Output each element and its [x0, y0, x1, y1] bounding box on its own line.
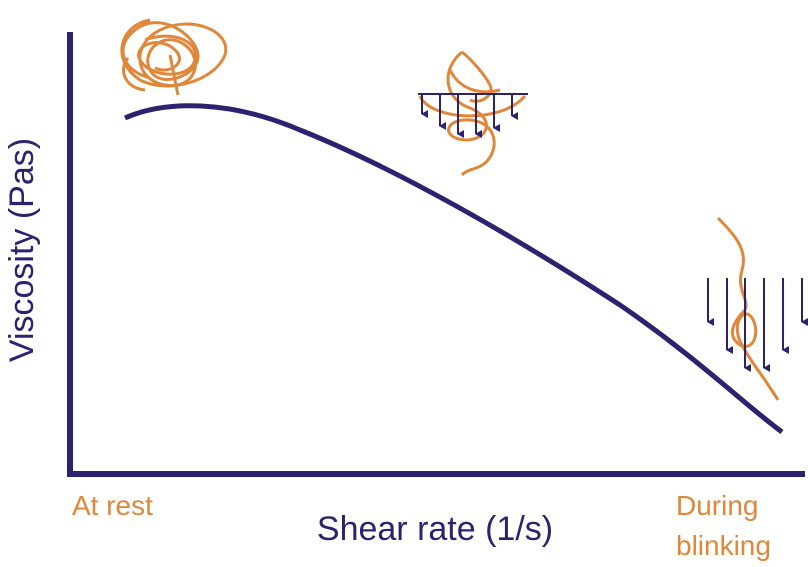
axes	[67, 32, 805, 477]
flow-arrows	[707, 278, 808, 372]
during-blinking-label: blinking	[676, 530, 771, 561]
viscosity-curve	[123, 103, 784, 435]
y-axis-label: Viscosity (Pas)	[3, 138, 41, 362]
at-rest-label: At rest	[72, 490, 153, 521]
flow-profile	[418, 93, 528, 138]
during-blinking-label: During	[676, 490, 758, 521]
stretched-polymer	[716, 216, 780, 401]
aligned-polymer	[418, 50, 527, 177]
tangled-polymer	[120, 18, 228, 96]
x-axis-label: Shear rate (1/s)	[317, 510, 553, 548]
